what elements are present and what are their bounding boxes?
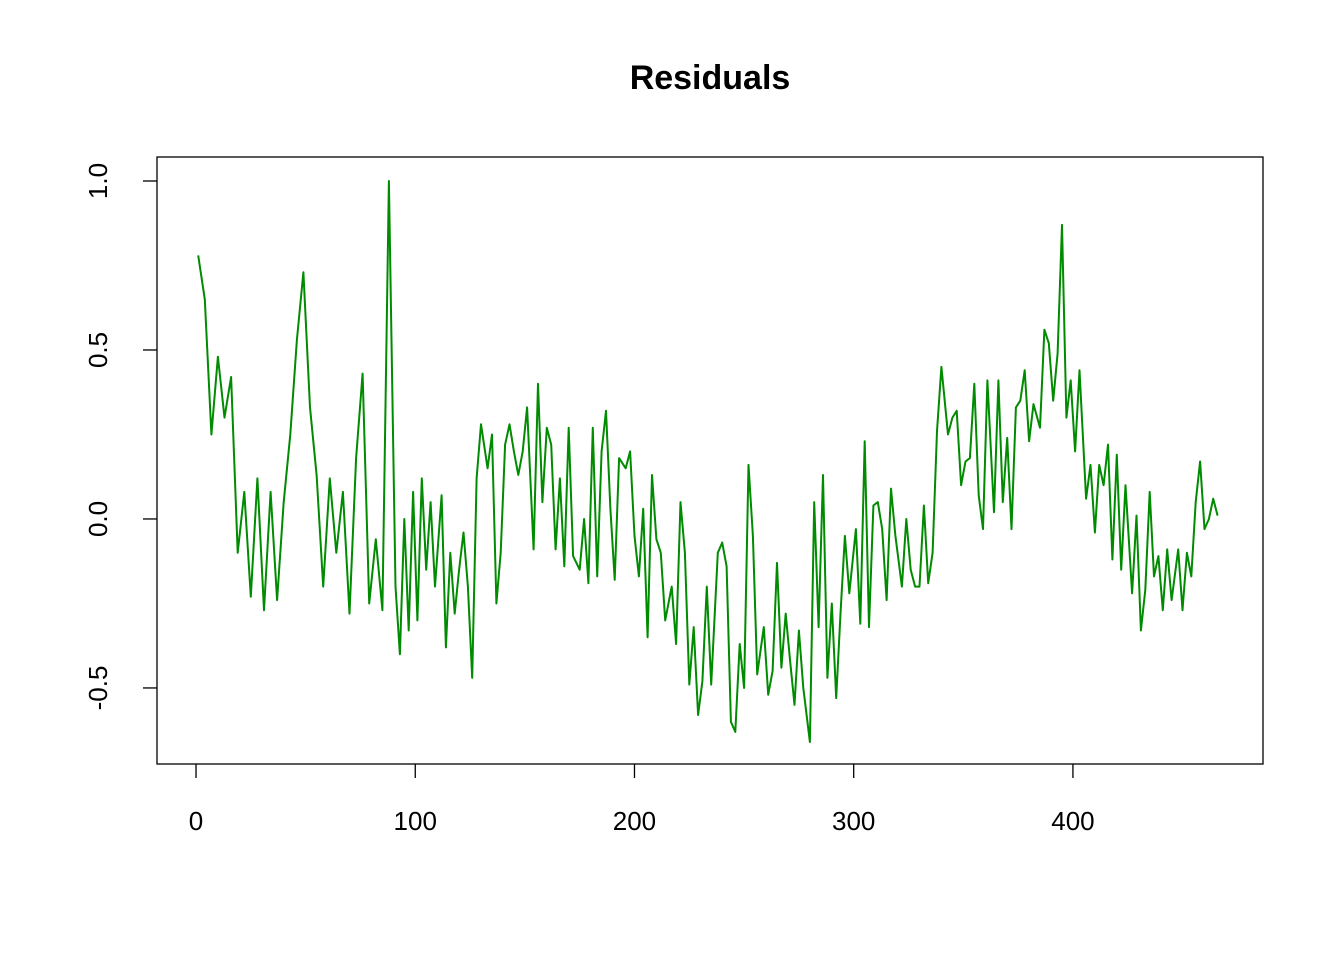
y-tick-label: 1.0	[83, 163, 113, 199]
x-tick-label: 200	[613, 806, 656, 836]
series-line	[197, 180, 1219, 743]
chart-title: Residuals	[630, 59, 791, 97]
y-tick-label: 0.5	[83, 332, 113, 368]
x-tick-label: 100	[394, 806, 437, 836]
x-tick-label: 0	[189, 806, 203, 836]
x-tick-label: 400	[1051, 806, 1094, 836]
plot-frame	[156, 156, 1264, 765]
x-tick-label: 300	[832, 806, 875, 836]
y-tick-label: 0.0	[83, 501, 113, 537]
y-tick-label: -0.5	[83, 666, 113, 711]
